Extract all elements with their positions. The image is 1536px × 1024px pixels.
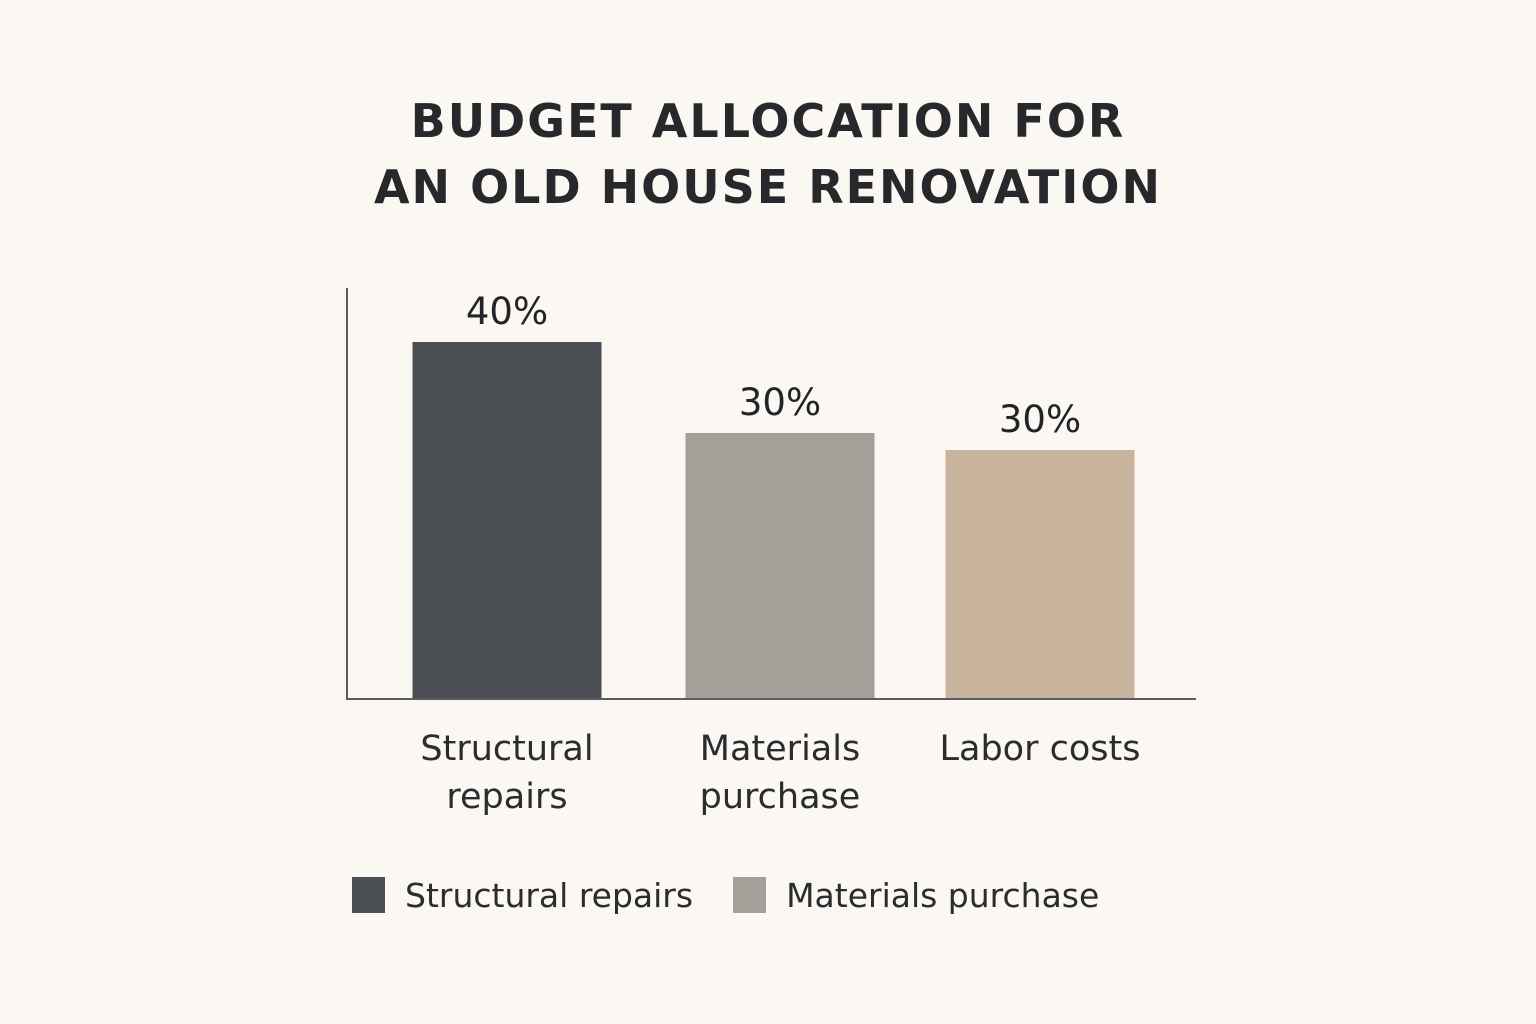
data-label-materials-purchase: 30% [739,381,821,424]
category-label-materials-purchase: Materials [700,729,860,769]
chart-title-line-2: AN OLD HOUSE RENOVATION [373,160,1163,214]
legend: Structural repairs Materials purchase [352,872,1139,918]
legend-item-structural-repairs: Structural repairs [352,876,693,915]
chart-title: BUDGET ALLOCATION FOR AN OLD HOUSE RENOV… [0,88,1536,220]
category-label-labor-costs: Labor costs [940,729,1141,769]
bars-group: 40% Structural repairs 30% Materials purchase… [412,290,1141,817]
legend-swatch [352,877,385,913]
category-label-structural-repairs: repairs [446,777,567,817]
legend-swatch [733,877,767,913]
category-label-structural-repairs: Structural [420,729,593,769]
bar-labor-costs [945,450,1135,698]
legend-item-materials-purchase: Materials purchase [733,876,1099,915]
data-label-labor-costs: 30% [999,398,1081,441]
bar-materials-purchase [685,433,875,698]
bar-structural-repairs [412,342,602,698]
data-label-structural-repairs: 40% [466,290,548,333]
legend-label: Materials purchase [786,875,1100,915]
legend-label: Structural repairs [405,875,694,915]
chart-title-line-1: BUDGET ALLOCATION FOR [410,94,1126,148]
category-label-materials-purchase: purchase [700,777,861,817]
